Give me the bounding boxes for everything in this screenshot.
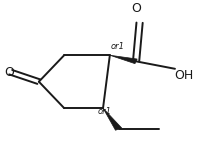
Polygon shape xyxy=(103,108,122,130)
Text: or1: or1 xyxy=(97,107,111,116)
Text: or1: or1 xyxy=(111,42,125,51)
Text: O: O xyxy=(131,2,141,15)
Text: OH: OH xyxy=(175,69,194,82)
Polygon shape xyxy=(110,55,137,64)
Text: O: O xyxy=(4,66,14,79)
